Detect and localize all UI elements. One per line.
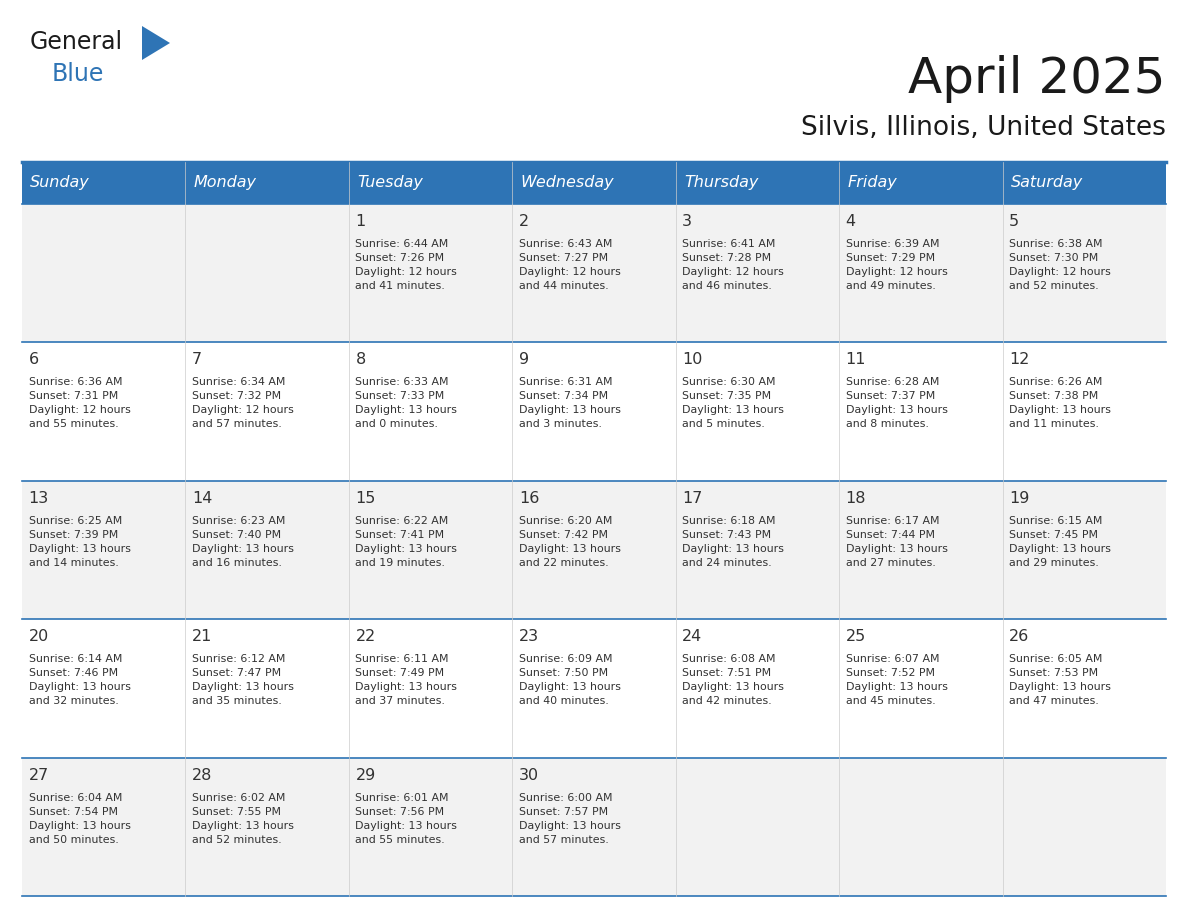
Text: 25: 25 [846, 629, 866, 644]
Polygon shape [143, 26, 170, 60]
Text: Sunrise: 6:20 AM
Sunset: 7:42 PM
Daylight: 13 hours
and 22 minutes.: Sunrise: 6:20 AM Sunset: 7:42 PM Dayligh… [519, 516, 621, 568]
Text: 14: 14 [192, 491, 213, 506]
FancyBboxPatch shape [23, 620, 1165, 757]
Text: Sunrise: 6:38 AM
Sunset: 7:30 PM
Daylight: 12 hours
and 52 minutes.: Sunrise: 6:38 AM Sunset: 7:30 PM Dayligh… [1009, 239, 1111, 291]
Text: Thursday: Thursday [684, 175, 758, 191]
Text: 13: 13 [29, 491, 49, 506]
Text: Sunrise: 6:33 AM
Sunset: 7:33 PM
Daylight: 13 hours
and 0 minutes.: Sunrise: 6:33 AM Sunset: 7:33 PM Dayligh… [355, 377, 457, 430]
Text: Sunrise: 6:12 AM
Sunset: 7:47 PM
Daylight: 13 hours
and 35 minutes.: Sunrise: 6:12 AM Sunset: 7:47 PM Dayligh… [192, 655, 293, 706]
Text: 10: 10 [682, 353, 702, 367]
Text: Sunrise: 6:44 AM
Sunset: 7:26 PM
Daylight: 12 hours
and 41 minutes.: Sunrise: 6:44 AM Sunset: 7:26 PM Dayligh… [355, 239, 457, 291]
FancyBboxPatch shape [23, 757, 1165, 896]
Text: Sunrise: 6:43 AM
Sunset: 7:27 PM
Daylight: 12 hours
and 44 minutes.: Sunrise: 6:43 AM Sunset: 7:27 PM Dayligh… [519, 239, 620, 291]
Text: Sunrise: 6:00 AM
Sunset: 7:57 PM
Daylight: 13 hours
and 57 minutes.: Sunrise: 6:00 AM Sunset: 7:57 PM Dayligh… [519, 792, 621, 845]
Text: 8: 8 [355, 353, 366, 367]
Text: Sunrise: 6:31 AM
Sunset: 7:34 PM
Daylight: 13 hours
and 3 minutes.: Sunrise: 6:31 AM Sunset: 7:34 PM Dayligh… [519, 377, 621, 430]
FancyBboxPatch shape [1003, 162, 1165, 204]
Text: Wednesday: Wednesday [520, 175, 614, 191]
Text: 21: 21 [192, 629, 213, 644]
FancyBboxPatch shape [512, 162, 676, 204]
Text: 29: 29 [355, 767, 375, 783]
Text: 26: 26 [1009, 629, 1029, 644]
Text: Sunrise: 6:25 AM
Sunset: 7:39 PM
Daylight: 13 hours
and 14 minutes.: Sunrise: 6:25 AM Sunset: 7:39 PM Dayligh… [29, 516, 131, 568]
Text: 20: 20 [29, 629, 49, 644]
Text: 22: 22 [355, 629, 375, 644]
Text: 2: 2 [519, 214, 529, 229]
Text: 23: 23 [519, 629, 539, 644]
Text: 9: 9 [519, 353, 529, 367]
Text: Sunrise: 6:22 AM
Sunset: 7:41 PM
Daylight: 13 hours
and 19 minutes.: Sunrise: 6:22 AM Sunset: 7:41 PM Dayligh… [355, 516, 457, 568]
Text: Friday: Friday [847, 175, 897, 191]
Text: Sunrise: 6:26 AM
Sunset: 7:38 PM
Daylight: 13 hours
and 11 minutes.: Sunrise: 6:26 AM Sunset: 7:38 PM Dayligh… [1009, 377, 1111, 430]
FancyBboxPatch shape [676, 162, 839, 204]
FancyBboxPatch shape [23, 481, 1165, 620]
Text: Sunrise: 6:04 AM
Sunset: 7:54 PM
Daylight: 13 hours
and 50 minutes.: Sunrise: 6:04 AM Sunset: 7:54 PM Dayligh… [29, 792, 131, 845]
FancyBboxPatch shape [23, 204, 1165, 342]
Text: Blue: Blue [52, 62, 105, 86]
Text: 5: 5 [1009, 214, 1019, 229]
FancyBboxPatch shape [23, 342, 1165, 481]
Text: Sunrise: 6:11 AM
Sunset: 7:49 PM
Daylight: 13 hours
and 37 minutes.: Sunrise: 6:11 AM Sunset: 7:49 PM Dayligh… [355, 655, 457, 706]
Text: April 2025: April 2025 [909, 55, 1165, 103]
Text: 27: 27 [29, 767, 49, 783]
Text: 7: 7 [192, 353, 202, 367]
Text: Sunrise: 6:07 AM
Sunset: 7:52 PM
Daylight: 13 hours
and 45 minutes.: Sunrise: 6:07 AM Sunset: 7:52 PM Dayligh… [846, 655, 948, 706]
Text: 30: 30 [519, 767, 539, 783]
Text: Silvis, Illinois, United States: Silvis, Illinois, United States [801, 115, 1165, 141]
Text: Sunrise: 6:23 AM
Sunset: 7:40 PM
Daylight: 13 hours
and 16 minutes.: Sunrise: 6:23 AM Sunset: 7:40 PM Dayligh… [192, 516, 293, 568]
Text: Saturday: Saturday [1011, 175, 1083, 191]
Text: Sunrise: 6:18 AM
Sunset: 7:43 PM
Daylight: 13 hours
and 24 minutes.: Sunrise: 6:18 AM Sunset: 7:43 PM Dayligh… [682, 516, 784, 568]
Text: 28: 28 [192, 767, 213, 783]
Text: Sunrise: 6:05 AM
Sunset: 7:53 PM
Daylight: 13 hours
and 47 minutes.: Sunrise: 6:05 AM Sunset: 7:53 PM Dayligh… [1009, 655, 1111, 706]
Text: Sunrise: 6:36 AM
Sunset: 7:31 PM
Daylight: 12 hours
and 55 minutes.: Sunrise: 6:36 AM Sunset: 7:31 PM Dayligh… [29, 377, 131, 430]
Text: Tuesday: Tuesday [358, 175, 423, 191]
Text: General: General [30, 30, 124, 54]
Text: Sunrise: 6:09 AM
Sunset: 7:50 PM
Daylight: 13 hours
and 40 minutes.: Sunrise: 6:09 AM Sunset: 7:50 PM Dayligh… [519, 655, 621, 706]
Text: Sunrise: 6:30 AM
Sunset: 7:35 PM
Daylight: 13 hours
and 5 minutes.: Sunrise: 6:30 AM Sunset: 7:35 PM Dayligh… [682, 377, 784, 430]
FancyBboxPatch shape [349, 162, 512, 204]
Text: Sunrise: 6:39 AM
Sunset: 7:29 PM
Daylight: 12 hours
and 49 minutes.: Sunrise: 6:39 AM Sunset: 7:29 PM Dayligh… [846, 239, 948, 291]
Text: Sunday: Sunday [30, 175, 90, 191]
Text: 17: 17 [682, 491, 702, 506]
Text: Sunrise: 6:28 AM
Sunset: 7:37 PM
Daylight: 13 hours
and 8 minutes.: Sunrise: 6:28 AM Sunset: 7:37 PM Dayligh… [846, 377, 948, 430]
Text: 6: 6 [29, 353, 39, 367]
Text: Sunrise: 6:08 AM
Sunset: 7:51 PM
Daylight: 13 hours
and 42 minutes.: Sunrise: 6:08 AM Sunset: 7:51 PM Dayligh… [682, 655, 784, 706]
Text: 24: 24 [682, 629, 702, 644]
Text: 15: 15 [355, 491, 375, 506]
Text: Sunrise: 6:17 AM
Sunset: 7:44 PM
Daylight: 13 hours
and 27 minutes.: Sunrise: 6:17 AM Sunset: 7:44 PM Dayligh… [846, 516, 948, 568]
Text: Sunrise: 6:01 AM
Sunset: 7:56 PM
Daylight: 13 hours
and 55 minutes.: Sunrise: 6:01 AM Sunset: 7:56 PM Dayligh… [355, 792, 457, 845]
Text: 19: 19 [1009, 491, 1030, 506]
FancyBboxPatch shape [23, 162, 185, 204]
Text: 11: 11 [846, 353, 866, 367]
Text: Sunrise: 6:34 AM
Sunset: 7:32 PM
Daylight: 12 hours
and 57 minutes.: Sunrise: 6:34 AM Sunset: 7:32 PM Dayligh… [192, 377, 293, 430]
Text: Monday: Monday [194, 175, 257, 191]
Text: 1: 1 [355, 214, 366, 229]
Text: 3: 3 [682, 214, 693, 229]
Text: Sunrise: 6:14 AM
Sunset: 7:46 PM
Daylight: 13 hours
and 32 minutes.: Sunrise: 6:14 AM Sunset: 7:46 PM Dayligh… [29, 655, 131, 706]
Text: 16: 16 [519, 491, 539, 506]
Text: 18: 18 [846, 491, 866, 506]
Text: 12: 12 [1009, 353, 1030, 367]
Text: 4: 4 [846, 214, 855, 229]
FancyBboxPatch shape [839, 162, 1003, 204]
FancyBboxPatch shape [185, 162, 349, 204]
Text: Sunrise: 6:41 AM
Sunset: 7:28 PM
Daylight: 12 hours
and 46 minutes.: Sunrise: 6:41 AM Sunset: 7:28 PM Dayligh… [682, 239, 784, 291]
Text: Sunrise: 6:02 AM
Sunset: 7:55 PM
Daylight: 13 hours
and 52 minutes.: Sunrise: 6:02 AM Sunset: 7:55 PM Dayligh… [192, 792, 293, 845]
Text: Sunrise: 6:15 AM
Sunset: 7:45 PM
Daylight: 13 hours
and 29 minutes.: Sunrise: 6:15 AM Sunset: 7:45 PM Dayligh… [1009, 516, 1111, 568]
